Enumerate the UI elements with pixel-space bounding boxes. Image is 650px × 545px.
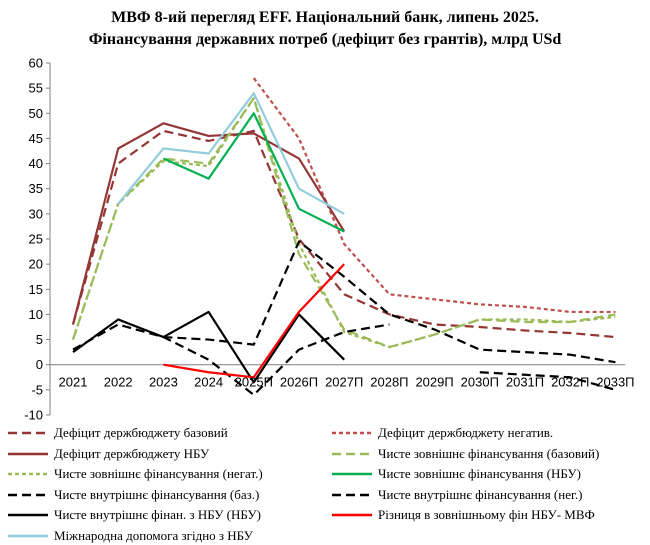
y-tick-label: 20 <box>29 257 43 272</box>
x-tick-label: 2031П <box>506 375 544 390</box>
legend-item: Чисте внутрішнє фінансування (баз.) <box>6 486 259 504</box>
legend-item: Міжнародна допомога згідно з НБУ <box>6 527 253 545</box>
legend-item: Чисте зовнішнє фінансування (НБУ) <box>330 465 581 483</box>
y-tick-label: 60 <box>29 56 43 71</box>
legend-label: Чисте зовнішнє фінансування (негат.) <box>54 466 263 481</box>
y-tick-label: 0 <box>36 357 43 372</box>
x-tick-label: 2028П <box>370 375 408 390</box>
x-tick-label: 2026П <box>280 375 318 390</box>
legend-label: Міжнародна допомога згідно з НБУ <box>54 527 253 543</box>
legend-label: Чисте внутрішнє фінансування (баз.) <box>54 486 260 502</box>
x-tick-label: 2025П <box>235 375 273 390</box>
y-tick-label: -5 <box>31 382 43 397</box>
legend-swatch <box>332 493 372 496</box>
legend-swatch <box>8 452 48 455</box>
legend-swatch <box>8 493 48 496</box>
line-chart: -10 -5 0 5 10 15 20 25 30 35 40 45 50 55 60 2021 2022 202… <box>24 56 634 421</box>
series-line <box>163 263 345 379</box>
legend-label: Чисте зовнішнє фінансування (базовий) <box>378 445 600 461</box>
series-line <box>72 310 345 384</box>
legend-item: Дефіцит держбюджету НБУ <box>6 445 209 463</box>
legend-label: Чисте внутрішнє фінан. з НБУ (НБУ) <box>54 507 261 522</box>
y-tick-label: 25 <box>29 232 43 247</box>
legend-item: Дефіцит держбюджету базовий <box>6 424 228 442</box>
x-tick-label: 2021 <box>59 375 88 390</box>
chart-title-line-2: Фінансування державних потреб (дефіцит б… <box>88 31 562 48</box>
chart-title-line-1: МВФ 8-ий перегляд EFF. Національний банк… <box>111 9 539 26</box>
series-line <box>71 129 616 339</box>
legend-label: Чисте внутрішнє фінансування (нег.) <box>378 486 583 502</box>
legend-item: Чисте внутрішнє фінан. з НБУ (НБУ) <box>6 506 261 524</box>
legend-swatch <box>332 452 372 455</box>
y-tick-label: 5 <box>36 332 43 347</box>
legend-label: Дефіцит держбюджету базовий <box>54 425 228 440</box>
y-tick-label: 35 <box>29 181 43 196</box>
series-line <box>117 92 345 215</box>
legend-swatch <box>332 513 372 517</box>
chart-legend: Дефіцит держбюджету базовий Дефіцит держб… <box>0 420 650 543</box>
legend-swatch <box>8 534 48 537</box>
y-tick-label: 50 <box>29 106 43 121</box>
series-line <box>252 77 616 314</box>
series-line <box>72 323 390 396</box>
legend-item: Чисте внутрішнє фінансування (нег.) <box>330 486 582 504</box>
y-tick-label: -10 <box>24 408 43 421</box>
legend-item: Різниця в зовнішньому фін НБУ- МВФ <box>330 506 595 524</box>
legend-label: Чисте зовнішнє фінансування (НБУ) <box>378 466 581 481</box>
legend-label: Різниця в зовнішньому фін НБУ- МВФ <box>378 507 595 522</box>
series-line <box>479 371 616 391</box>
legend-item: Чисте зовнішнє фінансування (негат.) <box>6 465 263 483</box>
legend-item: Дефіцит держбюджету негатив. <box>330 424 553 442</box>
y-tick-label: 30 <box>29 206 43 221</box>
legend-label: Дефіцит держбюджету НБУ <box>54 445 210 461</box>
y-tick-label: 40 <box>29 156 43 171</box>
legend-item: Чисте зовнішнє фінансування (базовий) <box>330 445 599 463</box>
x-tick-label: 2030П <box>461 375 499 390</box>
x-tick-label: 2023 <box>149 375 178 390</box>
x-tick-label: 2032П <box>551 375 589 390</box>
legend-label: Дефіцит держбюджету негатив. <box>378 425 554 440</box>
x-tick-label: 2029П <box>415 375 453 390</box>
y-tick-label: 55 <box>29 81 43 96</box>
series-line <box>71 97 616 349</box>
legend-swatch <box>8 513 48 517</box>
legend-swatch <box>332 431 372 435</box>
series-line <box>71 122 346 325</box>
x-tick-label: 2033П <box>596 375 634 390</box>
legend-swatch <box>8 431 48 435</box>
series-line <box>162 112 345 233</box>
series-line <box>163 240 616 364</box>
y-tick-label: 45 <box>29 131 43 146</box>
y-tick-label: 10 <box>29 307 43 322</box>
legend-swatch <box>8 472 48 476</box>
x-tick-label: 2027П <box>325 375 363 390</box>
series-line <box>71 97 616 349</box>
x-tick-label: 2024 <box>194 375 223 390</box>
y-tick-label: 15 <box>29 282 43 297</box>
legend-swatch <box>332 472 372 476</box>
x-tick-label: 2022 <box>104 375 133 390</box>
